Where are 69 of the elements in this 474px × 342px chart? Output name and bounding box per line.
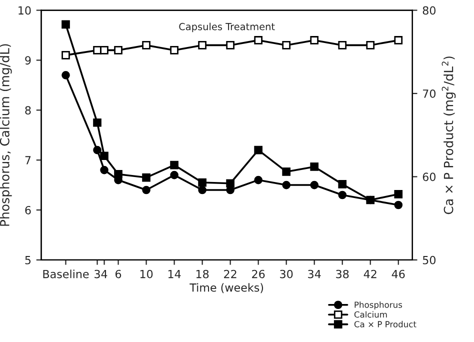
x-tick-label: 3 [94,270,100,278]
point [226,179,234,188]
point [170,46,178,54]
point [254,146,262,154]
point [93,118,102,127]
point [310,180,319,190]
point [394,36,403,44]
point [254,176,262,184]
point [198,41,206,50]
point [114,46,122,54]
point [100,152,108,160]
x-tick-label: 46 [392,270,405,278]
point [62,51,70,60]
point [254,36,262,44]
point [100,166,108,174]
legend-label: Ca × P Product [354,320,416,328]
y-tick-label: 5 [25,256,31,264]
x-tick-label: 34 [308,270,321,278]
x-tick-label: 18 [196,270,209,278]
point [100,46,108,54]
point [338,190,347,200]
point [62,20,70,29]
y2-tick-label: 60 [422,172,436,182]
x-tick-label: 4 [101,270,108,278]
x-tick-label: 6 [116,270,122,278]
point [338,180,347,188]
point [142,41,150,50]
x-tick-label: 10 [140,270,153,278]
point [310,162,319,171]
point [394,200,403,210]
y2-tick-label: 50 [422,256,436,264]
y2-axis-title: Ca × P Product (mg$^{2}$/dL$^{2}$) [442,56,456,214]
y-tick-label: 9 [25,56,31,65]
point [142,173,150,182]
legend-label: Phosphorus [354,301,402,310]
point [282,180,290,190]
x-tick-label: 30 [280,270,293,278]
legend-label: Calcium [354,311,387,318]
x-tick-label: 26 [252,270,265,278]
x-tick-label: 14 [168,270,181,278]
x-tick-label: 42 [364,270,376,278]
point [282,41,290,50]
point [93,146,102,154]
point [114,170,122,178]
x-axis-title: Time (weeks) [190,283,264,294]
y-tick-label: 10 [18,6,31,15]
point [170,160,178,170]
x-tick-label: 22 [224,270,236,278]
point [310,36,319,44]
y-axis-title: Phosphorus, Calcium (mg/dL) [0,44,12,226]
y-tick-label: 8 [25,106,31,115]
point [62,71,70,80]
point [366,196,375,204]
point [198,178,206,187]
point [170,170,178,180]
y2-tick-label: 70 [423,89,436,98]
y2-tick-label: 80 [422,6,436,15]
y-tick-label: 6 [25,206,31,214]
text: Capsules Treatment [179,22,275,32]
point [338,41,347,50]
point [198,186,206,194]
x-tick-label: 38 [336,270,349,278]
point [142,186,150,194]
point [282,168,290,176]
x-tick-label: Baseline [43,270,89,278]
point [394,190,403,198]
point [366,41,375,50]
y-tick-label: 7 [25,156,31,164]
point [226,41,234,50]
